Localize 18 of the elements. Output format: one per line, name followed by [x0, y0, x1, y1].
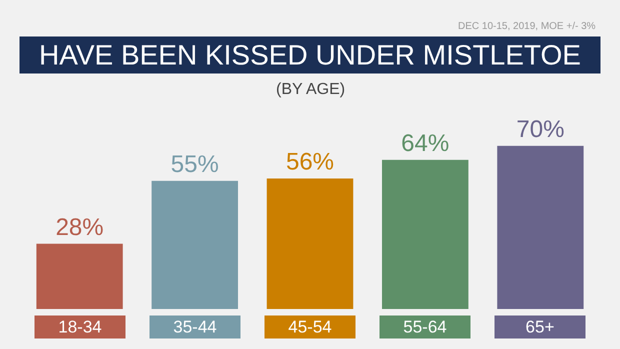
x-tick-label: 18-34 — [58, 318, 102, 336]
bar — [36, 244, 123, 309]
bar — [497, 146, 584, 309]
text: DEC 10-15, 2019, MOE +/- 3% — [458, 21, 596, 32]
x-tick-label: 55-64 — [403, 318, 447, 336]
data-label: 70% — [516, 116, 564, 143]
data-label: 28% — [56, 214, 104, 241]
bar — [152, 180, 238, 309]
chart-subtitle: (BY AGE) — [276, 81, 346, 98]
data-label: 55% — [170, 150, 219, 178]
chart-title: HAVE BEEN KISSED UNDER MISTLETOE — [39, 40, 581, 70]
x-tick-label: 65+ — [526, 318, 554, 336]
bar — [266, 178, 354, 309]
bar — [382, 160, 468, 309]
x-tick-label: 45-54 — [288, 318, 332, 336]
data-label: 64% — [401, 130, 450, 157]
data-label: 56% — [286, 148, 334, 176]
x-tick-label: 35-44 — [173, 318, 217, 336]
